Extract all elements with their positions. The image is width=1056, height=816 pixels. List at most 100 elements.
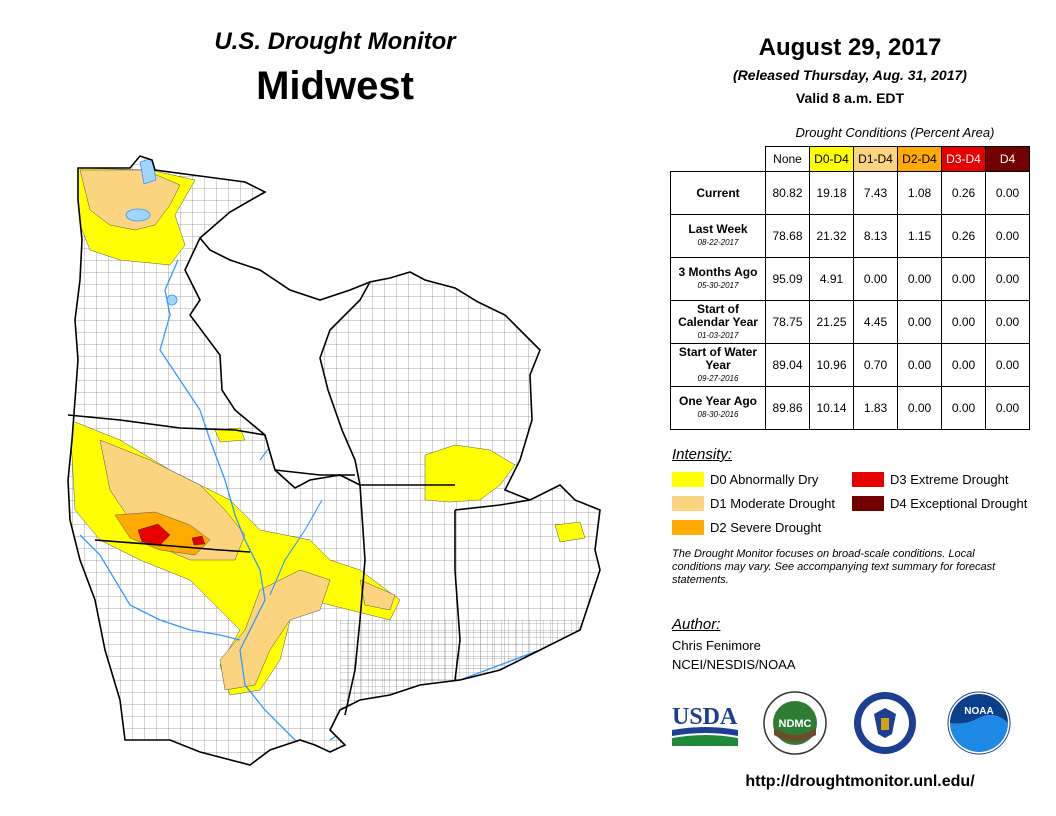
map-subtitle: U.S. Drought Monitor — [214, 28, 456, 55]
table-cell: 10.14 — [809, 386, 854, 430]
column-header: D0-D4 — [809, 146, 854, 172]
table-cell: 95.09 — [765, 257, 810, 301]
column-header: D2-D4 — [897, 146, 942, 172]
table-cell: 0.26 — [941, 171, 986, 215]
row-label-text: Start of Calendar Year — [678, 301, 758, 329]
release-date: (Released Thursday, Aug. 31, 2017) — [733, 67, 967, 83]
row-label: 3 Months Ago 05-30-2017 — [670, 257, 766, 301]
table-cell: 0.70 — [853, 343, 898, 387]
table-row: Last Week 08-22-2017 78.68 21.32 8.13 1.15 0.2… — [670, 214, 1030, 258]
legend-label-d1: D1 Moderate Drought — [710, 496, 836, 511]
legend-swatch-d1 — [672, 496, 704, 511]
noaa-logo: NOAA — [947, 691, 1011, 755]
table-cell: 0.00 — [941, 343, 986, 387]
table-cell: 0.00 — [853, 257, 898, 301]
svg-text:NOAA: NOAA — [964, 706, 993, 717]
state-borders — [67, 155, 601, 766]
row-date: 08-22-2017 — [697, 238, 739, 247]
table-cell: 89.86 — [765, 386, 810, 430]
table-cell: 0.00 — [985, 171, 1030, 215]
drought-map — [67, 155, 601, 766]
table-cell: 10.96 — [809, 343, 854, 387]
table-cell: 0.00 — [985, 257, 1030, 301]
row-label: Start of Water Year 09-27-2016 — [670, 343, 766, 387]
svg-text:USDA: USDA — [672, 704, 738, 730]
row-label-text: 3 Months Ago — [678, 265, 758, 279]
table-cell: 8.13 — [853, 214, 898, 258]
row-date: 05-30-2017 — [697, 281, 739, 290]
table-caption: Drought Conditions (Percent Area) — [795, 125, 995, 140]
legend-label-d0: D0 Abnormally Dry — [710, 472, 819, 487]
table-cell: 21.32 — [809, 214, 854, 258]
table-row: Start of Calendar Year 01-03-2017 78.75 21.… — [670, 300, 1030, 344]
table-cell: 78.75 — [765, 300, 810, 344]
row-label: One Year Ago 08-30-2016 — [670, 386, 766, 430]
commerce-seal-logo — [854, 692, 916, 754]
column-header: D3-D4 — [941, 146, 986, 172]
d1-area-iowa — [99, 439, 246, 561]
legend-swatch-d4 — [852, 496, 884, 511]
row-date: 01-03-2017 — [697, 330, 739, 340]
row-label-text: Last Week — [688, 222, 748, 236]
row-label: Start of Calendar Year 01-03-2017 — [670, 300, 766, 344]
d1-area-illinois — [219, 569, 331, 691]
table-cell: 0.00 — [941, 386, 986, 430]
d1-area-north-dakota — [79, 169, 181, 231]
table-cell: 7.43 — [853, 171, 898, 215]
table-row: Start of Water Year 09-27-2016 89.04 10.96 0… — [670, 343, 1030, 387]
table-cell: 80.82 — [765, 171, 810, 215]
table-cell: 0.00 — [897, 386, 942, 430]
table-cell: 0.00 — [941, 300, 986, 344]
table-cell: 4.45 — [853, 300, 898, 344]
table-cell: 89.04 — [765, 343, 810, 387]
row-label-text: One Year Ago — [678, 394, 758, 408]
row-label: Current — [670, 171, 766, 215]
column-header: D1-D4 — [853, 146, 898, 172]
table-cell: 0.00 — [897, 343, 942, 387]
d0-area-michigan — [424, 444, 516, 503]
table-row: 3 Months Ago 05-30-2017 95.09 4.91 0.00 0.00 0… — [670, 257, 1030, 301]
table-cell: 4.91 — [809, 257, 854, 301]
table-cell: 0.00 — [985, 214, 1030, 258]
drought-conditions-table: None D0-D4 D1-D4 D2-D4 D3-D4 D4 Current 8… — [670, 146, 1030, 430]
table-row: One Year Ago 08-30-2016 89.86 10.14 1.83 0.00… — [670, 386, 1030, 430]
legend-label-d4: D4 Exceptional Drought — [890, 496, 1028, 511]
d3-area-iowa-small — [191, 535, 206, 546]
table-corner — [671, 147, 766, 172]
row-label: Last Week 08-22-2017 — [670, 214, 766, 258]
map-date: August 29, 2017 — [758, 34, 942, 61]
author-title: Author: — [672, 616, 721, 633]
ndmc-logo: NDMC — [763, 691, 827, 755]
table-cell: 1.15 — [897, 214, 942, 258]
disclaimer-note: The Drought Monitor focuses on broad-sca… — [672, 548, 996, 586]
legend-swatch-d2 — [672, 520, 704, 535]
d1-area-indiana — [359, 579, 396, 611]
table-cell: 0.00 — [941, 257, 986, 301]
usda-logo: USDA — [672, 704, 738, 746]
table-cell: 0.00 — [897, 257, 942, 301]
table-cell: 1.83 — [853, 386, 898, 430]
missouri-river — [79, 534, 241, 641]
table-cell: 21.25 — [809, 300, 854, 344]
legend-label-d3: D3 Extreme Drought — [890, 472, 1009, 487]
table-cell: 0.00 — [985, 343, 1030, 387]
legend-swatch-d0 — [672, 472, 704, 487]
table-row: Current 80.82 19.18 7.43 1.08 0.26 0.00 — [670, 171, 1030, 215]
row-label-text: Current — [696, 185, 740, 200]
table-cell: 19.18 — [809, 171, 854, 215]
red-lake — [125, 208, 151, 222]
table-cell: 0.00 — [985, 386, 1030, 430]
column-header: None — [765, 146, 810, 172]
legend-label-d2: D2 Severe Drought — [710, 520, 822, 535]
row-label-text: Start of Water Year — [678, 344, 758, 372]
table-cell: 0.26 — [941, 214, 986, 258]
website-url[interactable]: http://droughtmonitor.unl.edu/ — [745, 773, 975, 790]
table-cell: 0.00 — [985, 300, 1030, 344]
legend-swatch-d3 — [852, 472, 884, 487]
mille-lacs-lake — [166, 294, 178, 306]
row-date: 09-27-2016 — [697, 373, 739, 383]
d0-area-wisconsin — [214, 427, 246, 443]
column-header: D4 — [985, 146, 1030, 172]
mississippi-river — [159, 259, 336, 756]
legend-title: Intensity: — [672, 446, 733, 463]
